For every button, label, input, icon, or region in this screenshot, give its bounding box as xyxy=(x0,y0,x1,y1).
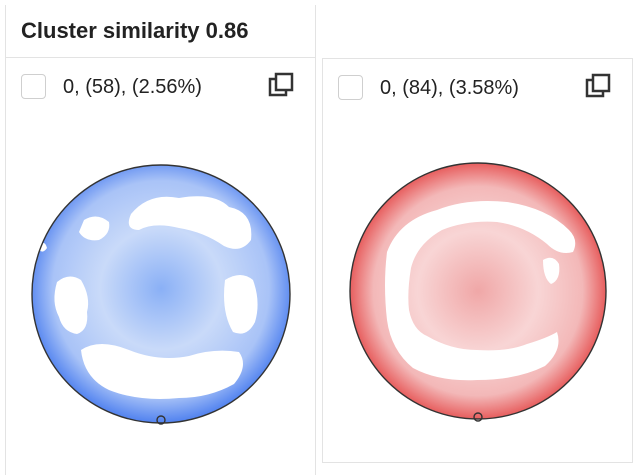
cluster-label: 0, (84), (3.58%) xyxy=(380,77,519,99)
title-bar: Cluster similarity 0.86 xyxy=(6,5,315,58)
select-checkbox[interactable] xyxy=(21,74,46,99)
card-header: 0, (58), (2.56%) xyxy=(6,58,315,118)
select-checkbox[interactable] xyxy=(338,75,363,100)
cluster-card-0: 0, (58), (2.56%) xyxy=(6,58,315,468)
cluster-heatmap-blue xyxy=(31,164,291,425)
page-title: Cluster similarity 0.86 xyxy=(21,18,249,43)
copy-icon[interactable] xyxy=(584,73,612,101)
copy-icon[interactable] xyxy=(267,72,295,100)
cluster-label: 0, (58), (2.56%) xyxy=(63,76,202,98)
cluster-card-1: 0, (84), (3.58%) xyxy=(322,58,633,463)
cluster-heatmap-red xyxy=(349,162,607,422)
card-header: 0, (84), (3.58%) xyxy=(323,59,632,119)
cluster-panel-left: Cluster similarity 0.86 0, (58), (2.56%) xyxy=(5,5,316,475)
